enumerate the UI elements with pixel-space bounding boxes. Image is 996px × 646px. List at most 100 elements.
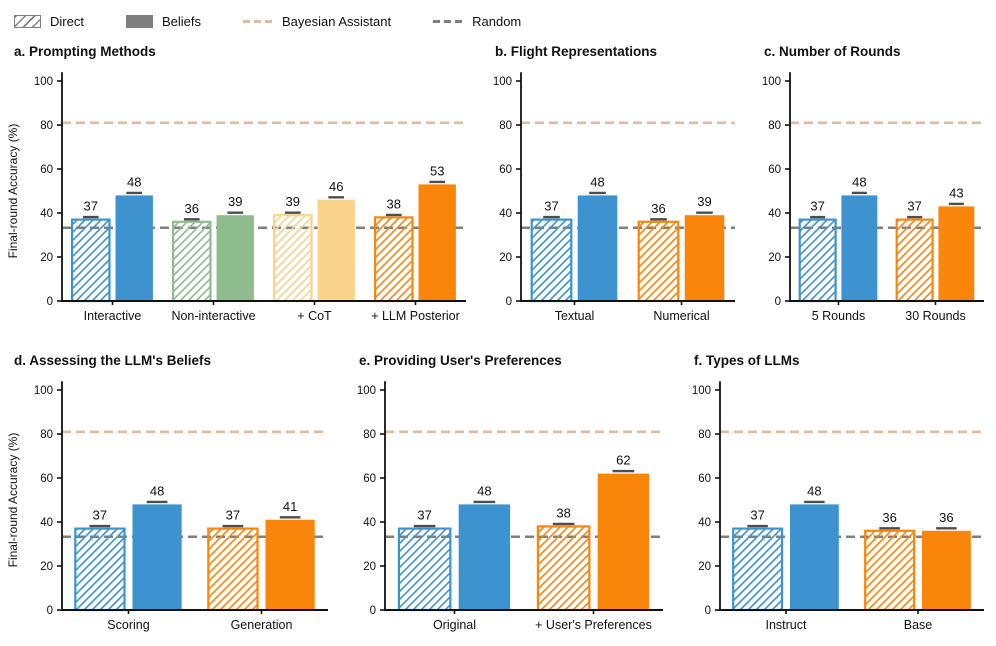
panel-flight-representations: b. Flight Representations 37 48 Textual 36 3… — [485, 32, 743, 337]
y-axis-label: Final-round Accuracy (%) — [6, 124, 20, 259]
bar-beliefs-1 — [684, 215, 725, 301]
panel-title-b: b. Flight Representations — [495, 44, 658, 59]
bar-value-label: 48 — [807, 483, 821, 498]
panel-title-f: f. Types of LLMs — [694, 353, 800, 368]
y-tick-label: 100 — [692, 385, 711, 397]
y-tick-label: 0 — [775, 296, 781, 308]
bar-value-label: 38 — [387, 196, 401, 211]
beliefs-solid-swatch-icon — [125, 14, 153, 28]
bar-value-label: 38 — [556, 505, 570, 520]
y-tick-label: 60 — [40, 164, 53, 176]
category-label: + User's Preferences — [535, 618, 652, 632]
bar-direct-1 — [895, 218, 934, 303]
y-tick-label: 40 — [363, 517, 376, 529]
y-tick-label: 80 — [698, 429, 711, 441]
chart-f: 37 48 Instruct 36 36 Base 0 20 40 60 80 100 — [692, 381, 984, 632]
y-tick-label: 60 — [363, 473, 376, 485]
chart-host-c: 37 48 5 Rounds 37 43 30 Rounds 0 20 40 60 80 100 — [754, 61, 992, 337]
bar-value-label: 37 — [226, 508, 240, 523]
bar-value-label: 37 — [93, 508, 107, 523]
chart-host-b: 37 48 Textual 36 39 Numerical 0 20 40 60 80 100 — [485, 61, 743, 337]
bar-beliefs-2 — [317, 199, 355, 301]
bar-value-label: 48 — [127, 174, 141, 189]
y-tick-label: 80 — [40, 120, 53, 132]
y-tick-label: 80 — [363, 429, 376, 441]
category-label: Scoring — [107, 618, 149, 632]
y-tick-label: 100 — [34, 76, 53, 88]
y-axis-label: Final-round Accuracy (%) — [6, 433, 20, 568]
legend-label-bayesian-assistant: Bayesian Assistant — [281, 13, 392, 29]
category-label: 5 Rounds — [812, 309, 866, 323]
y-tick-label: 0 — [47, 605, 53, 617]
bar-direct-0 — [530, 218, 573, 303]
bar-direct-0 — [397, 527, 452, 612]
bar-value-label: 39 — [228, 194, 242, 209]
category-label: Non-interactive — [171, 309, 255, 323]
bar-direct-1 — [172, 220, 212, 303]
bar-beliefs-0 — [577, 195, 618, 301]
chart-row-top: a. Prompting Methods 37 48 Interactive 36 39… — [4, 32, 992, 337]
panel-title-c: c. Number of Rounds — [764, 44, 901, 59]
bar-value-label: 37 — [750, 508, 764, 523]
y-tick-label: 0 — [705, 605, 711, 617]
y-tick-label: 40 — [768, 208, 781, 220]
bar-value-label: 36 — [939, 510, 953, 525]
bar-beliefs-1 — [265, 519, 315, 610]
direct-hatched-swatch-icon — [14, 14, 41, 28]
legend-item-bayesian-assistant: Bayesian Assistant — [242, 13, 392, 29]
bar-direct-1 — [207, 527, 259, 612]
bar-value-label: 39 — [697, 194, 711, 209]
bar-direct-0 — [70, 218, 111, 303]
y-tick-label: 20 — [768, 252, 781, 264]
bar-value-label: 48 — [590, 174, 604, 189]
panel-title-e: e. Providing User's Preferences — [359, 353, 562, 368]
bar-value-label: 43 — [949, 185, 963, 200]
y-tick-label: 100 — [493, 76, 512, 88]
category-label: Interactive — [84, 309, 142, 323]
category-label: + CoT — [297, 309, 332, 323]
y-tick-label: 60 — [698, 473, 711, 485]
category-label: Textual — [555, 309, 595, 323]
category-label: Generation — [231, 618, 293, 632]
y-tick-label: 20 — [698, 561, 711, 573]
bar-direct-1 — [864, 529, 916, 612]
y-tick-label: 100 — [762, 76, 781, 88]
category-label: + LLM Posterior — [371, 309, 460, 323]
y-tick-label: 80 — [768, 120, 781, 132]
bar-value-label: 37 — [907, 199, 921, 214]
panel-title-a: a. Prompting Methods — [14, 44, 156, 59]
chart-b: 37 48 Textual 36 39 Numerical 0 20 40 60 80 100 — [493, 72, 735, 323]
legend-label-direct: Direct — [50, 13, 84, 29]
y-tick-label: 40 — [40, 517, 53, 529]
bar-value-label: 46 — [329, 179, 343, 194]
bar-value-label: 37 — [84, 199, 98, 214]
bayesian-assistant-dashed-line-icon — [242, 19, 273, 23]
category-label: 30 Rounds — [905, 309, 965, 323]
bar-value-label: 48 — [150, 483, 164, 498]
bar-beliefs-1 — [216, 215, 254, 301]
legend-item-beliefs: Beliefs — [125, 14, 201, 29]
bar-value-label: 53 — [430, 163, 444, 178]
panel-number-of-rounds: c. Number of Rounds 37 48 5 Rounds 37 43 30 R… — [754, 32, 992, 337]
panel-title-d: d. Assessing the LLM's Beliefs — [14, 353, 212, 368]
bar-beliefs-1 — [921, 530, 971, 610]
y-tick-label: 40 — [40, 208, 53, 220]
bar-beliefs-0 — [458, 504, 511, 610]
bar-value-label: 37 — [810, 199, 824, 214]
y-tick-label: 100 — [34, 385, 53, 397]
bar-direct-2 — [273, 214, 313, 303]
bar-beliefs-1 — [597, 473, 650, 610]
chart-row-bottom: d. Assessing the LLM's Beliefs 37 48 Scori… — [4, 337, 992, 646]
bar-direct-0 — [798, 218, 837, 303]
bar-direct-1 — [637, 220, 680, 303]
y-tick-label: 20 — [40, 561, 53, 573]
y-tick-label: 60 — [499, 164, 512, 176]
bar-beliefs-0 — [789, 504, 839, 610]
bar-direct-0 — [74, 527, 126, 612]
chart-host-e: 37 48 Original 38 62 + User's Preferences 0 20 4… — [349, 370, 671, 646]
bar-direct-1 — [536, 525, 591, 612]
bar-beliefs-0 — [841, 195, 878, 301]
chart-host-f: 37 48 Instruct 36 36 Base 0 20 40 60 80 100 — [684, 370, 992, 646]
panel-providing-user-preferences: e. Providing User's Preferences 37 48 Orig… — [349, 337, 671, 646]
chart-d: 37 48 Scoring 37 41 Generation 0 20 40 60 80 100 Fin… — [6, 381, 328, 632]
